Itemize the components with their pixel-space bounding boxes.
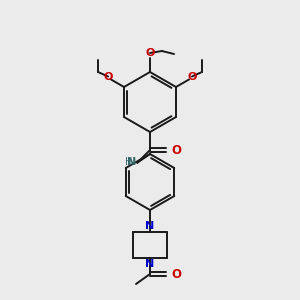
Text: O: O <box>187 71 197 82</box>
Text: O: O <box>171 143 181 157</box>
Text: N: N <box>127 157 136 167</box>
Text: N: N <box>146 221 154 231</box>
Text: H: H <box>125 157 132 167</box>
Text: O: O <box>171 268 181 281</box>
Text: O: O <box>145 48 155 58</box>
Text: N: N <box>146 259 154 269</box>
Text: O: O <box>103 71 113 82</box>
